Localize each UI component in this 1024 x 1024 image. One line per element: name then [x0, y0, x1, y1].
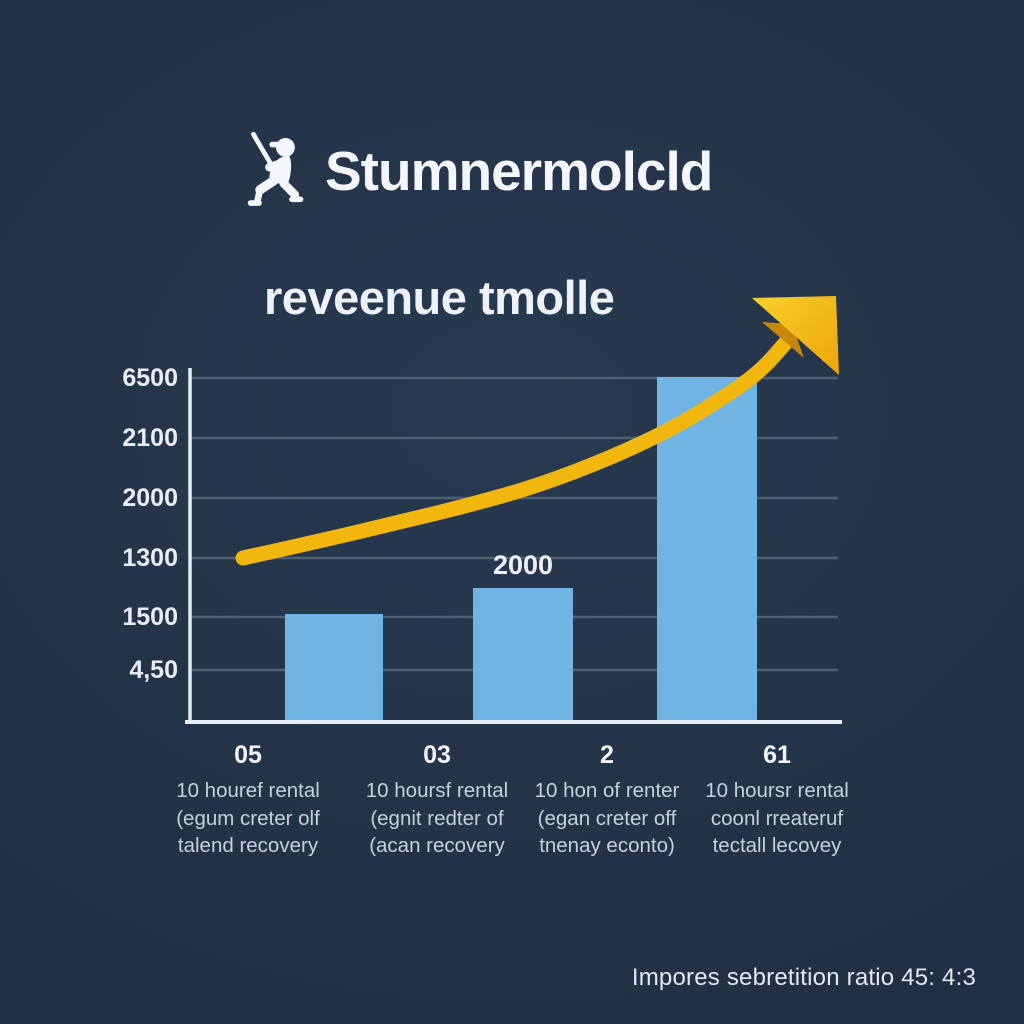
chart-title: reveenue tmolle — [264, 271, 615, 324]
x-tick-label: 03 — [423, 741, 451, 769]
x-tick-label: 05 — [234, 741, 262, 769]
trend-arrow-head — [752, 296, 839, 375]
y-tick-label: 4,50 — [129, 656, 178, 684]
x-tick-label: 2 — [600, 741, 614, 769]
x-category-group: 05 10 houref rental (egum creter olf talend… — [133, 741, 363, 860]
y-tick-label: 1300 — [122, 544, 178, 572]
brand-header: Stumnermolcld — [243, 128, 713, 214]
x-category-subline: 10 hoursr rental — [705, 779, 849, 802]
brand-title: Stumnermolcld — [325, 139, 713, 202]
x-category-subline: talend recovery — [177, 834, 319, 857]
y-tick-label: 6500 — [122, 364, 178, 392]
revenue-bar — [473, 588, 573, 723]
x-category-subline: 10 houref rental — [176, 779, 320, 802]
x-category-subline: (egan creter off — [537, 806, 677, 830]
x-category-group: 03 10 hoursf rental (egnit redter of (acan … — [322, 741, 552, 860]
x-category-subline: (egum creter olf — [176, 806, 320, 830]
x-category-subline: (acan recovery — [369, 834, 505, 857]
x-category-group: 2 10 hon of renter (egan creter off tnenay … — [492, 741, 722, 860]
baseball-batter-icon — [243, 128, 309, 214]
x-category-subline: tectall lecovey — [712, 834, 842, 857]
bar-value-label: 2000 — [492, 550, 554, 580]
x-category-group: 61 10 hoursr rental coonl rreateruf tectall… — [662, 741, 892, 860]
y-tick-label: 2000 — [122, 484, 178, 512]
x-category-subline: (egnit redter of — [370, 806, 504, 830]
x-tick-label: 61 — [763, 741, 791, 769]
trend-arrow-shaft — [235, 332, 796, 566]
x-category-subline: coonl rreateruf — [710, 806, 844, 830]
footer-caption: Impores sebretition ratio 45: 4:3 — [631, 964, 976, 991]
x-category-subline: 10 hoursf rental — [365, 779, 509, 802]
revenue-bar — [285, 614, 383, 723]
y-tick-label: 2100 — [122, 424, 178, 452]
x-category-subline: 10 hon of renter — [534, 779, 680, 802]
x-category-subline: tnenay econto) — [539, 834, 675, 857]
y-tick-label: 1500 — [122, 603, 178, 631]
